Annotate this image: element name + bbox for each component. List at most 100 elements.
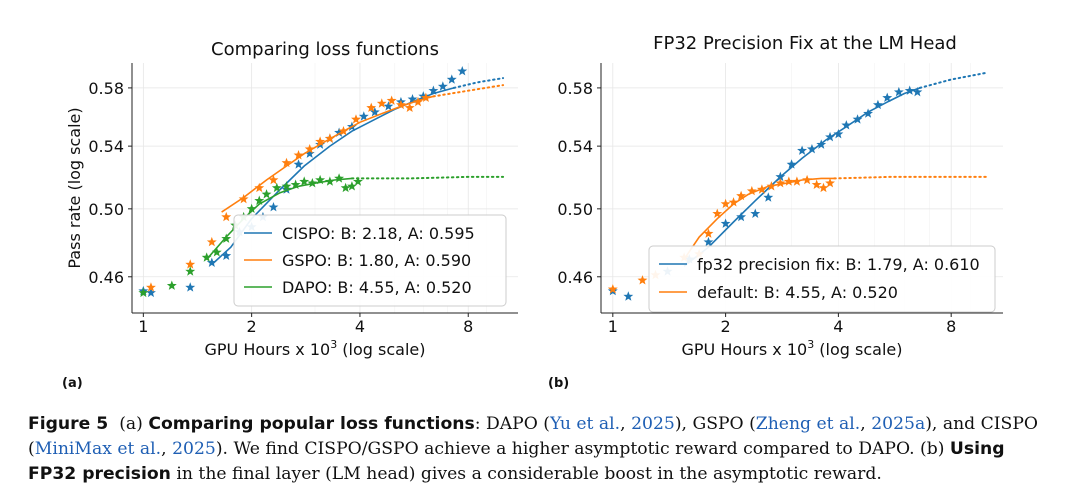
data-point-star bbox=[315, 136, 326, 146]
chart-title: FP32 Precision Fix at the LM Head bbox=[653, 33, 957, 54]
series-1 bbox=[146, 84, 505, 292]
citation-link[interactable]: Zheng et al. bbox=[755, 414, 861, 434]
data-point-star bbox=[420, 92, 431, 102]
legend-label: default: B: 4.55, A: 0.520 bbox=[697, 283, 898, 302]
series-extrapolation-line bbox=[452, 77, 505, 89]
data-point-star bbox=[340, 182, 351, 193]
legend-box bbox=[233, 214, 507, 307]
citation-link[interactable]: 2025 bbox=[172, 439, 216, 459]
y-axis-label: Pass rate (log scale) bbox=[65, 107, 84, 268]
data-point-star bbox=[146, 287, 156, 298]
data-point-star bbox=[607, 284, 618, 294]
x-tick-label: 8 bbox=[463, 317, 473, 336]
y-tick-label: 0.50 bbox=[557, 200, 593, 219]
data-point-star bbox=[299, 176, 310, 186]
caption-text: in the final layer (LM head) gives a con… bbox=[170, 464, 882, 484]
x-tick-label: 8 bbox=[946, 317, 956, 336]
data-point-star bbox=[324, 176, 335, 186]
data-point-star bbox=[211, 247, 222, 257]
legend-label: CISPO: B: 2.18, A: 0.595 bbox=[282, 224, 475, 243]
data-point-star bbox=[338, 125, 349, 136]
panel-a-tag: (a) bbox=[62, 376, 83, 391]
data-point-star bbox=[791, 176, 802, 186]
data-point-star bbox=[775, 171, 786, 182]
chart-panel-a: 1 2 4 8 0.46 0.50 0.54 0.58 Comparing loss funct… bbox=[65, 39, 518, 359]
data-point-star bbox=[254, 182, 265, 193]
chart-panel-b: 1 2 4 8 0.46 0.50 0.54 0.58 FP32 Precision Fix a… bbox=[557, 33, 1003, 359]
data-point-star bbox=[407, 94, 418, 104]
data-point-star bbox=[254, 195, 265, 205]
data-point-star bbox=[304, 143, 315, 154]
data-point-star bbox=[756, 184, 767, 194]
y-tick-label: 0.58 bbox=[88, 79, 124, 98]
data-point-star bbox=[206, 236, 217, 247]
data-point-star bbox=[268, 202, 279, 212]
legend-label: fp32 precision fix: B: 1.79, A: 0.610 bbox=[697, 255, 980, 274]
data-point-star bbox=[811, 179, 822, 189]
legend-box bbox=[648, 245, 996, 313]
y-tick-label: 0.58 bbox=[557, 79, 593, 98]
data-point-star bbox=[271, 182, 282, 193]
series-fit-line bbox=[221, 95, 434, 213]
data-point-star bbox=[736, 211, 747, 222]
data-point-star bbox=[904, 85, 915, 95]
x-tick-label: 2 bbox=[721, 317, 731, 336]
series-extrapolation-line bbox=[350, 175, 505, 180]
x-tick-label: 1 bbox=[608, 317, 618, 336]
data-point-star bbox=[185, 259, 196, 269]
data-point-star bbox=[457, 66, 468, 76]
data-point-star bbox=[238, 193, 249, 204]
data-point-star bbox=[358, 111, 369, 121]
data-point-star bbox=[334, 173, 345, 183]
caption-text: ). We find CISPO/GSPO achieve a higher a… bbox=[215, 439, 950, 459]
data-point-star bbox=[376, 98, 387, 108]
data-point-star bbox=[185, 266, 196, 276]
data-point-star bbox=[293, 159, 304, 169]
data-point-star bbox=[802, 174, 813, 185]
data-point-star bbox=[324, 133, 335, 143]
data-point-star bbox=[783, 176, 794, 186]
data-point-star bbox=[428, 85, 439, 95]
data-point-star bbox=[185, 282, 196, 292]
data-point-star bbox=[369, 106, 380, 117]
citation-link[interactable]: 2025 bbox=[631, 414, 675, 434]
data-point-star bbox=[281, 181, 292, 191]
data-point-star bbox=[637, 275, 648, 285]
citation-link[interactable]: 2025a bbox=[871, 414, 926, 434]
data-point-star bbox=[386, 95, 397, 105]
caption-text: , bbox=[860, 414, 872, 434]
data-point-star bbox=[315, 174, 326, 185]
data-point-star bbox=[818, 182, 829, 193]
figure-caption: Figure 5 (a) Comparing popular loss func… bbox=[28, 412, 1056, 487]
data-point-star bbox=[146, 282, 156, 292]
data-point-star bbox=[346, 181, 357, 191]
caption-a-marker: (a) bbox=[119, 414, 143, 434]
figure-label: Figure 5 bbox=[28, 414, 109, 434]
series-extrapolation-line bbox=[432, 84, 505, 98]
series-extrapolation-line bbox=[918, 71, 989, 89]
citation-link[interactable]: Yu et al. bbox=[550, 414, 621, 434]
data-point-star bbox=[786, 159, 797, 169]
series-extrapolation-line bbox=[833, 175, 989, 180]
data-point-star bbox=[912, 86, 923, 97]
data-point-star bbox=[863, 108, 873, 118]
data-point-star bbox=[383, 101, 394, 111]
data-point-star bbox=[750, 208, 761, 218]
data-point-star bbox=[366, 102, 377, 113]
data-point-star bbox=[825, 177, 835, 188]
figure-charts: 1 2 4 8 0.46 0.50 0.54 0.58 Comparing loss funct… bbox=[65, 33, 1003, 359]
data-point-star bbox=[825, 131, 835, 142]
data-point-star bbox=[268, 174, 279, 185]
series-fit-line bbox=[683, 177, 835, 260]
data-point-star bbox=[221, 211, 232, 222]
citation-link[interactable]: MiniMax et al. bbox=[34, 439, 162, 459]
data-point-star bbox=[841, 120, 852, 130]
data-point-star bbox=[797, 145, 808, 155]
y-tick-label: 0.54 bbox=[557, 137, 593, 156]
data-point-star bbox=[307, 177, 318, 188]
caption-a-heading: Comparing popular loss functions bbox=[148, 414, 475, 434]
data-point-star bbox=[206, 257, 217, 267]
caption-text: , bbox=[161, 439, 173, 459]
caption-b-heading: FP32 precision bbox=[28, 464, 171, 484]
data-point-star bbox=[351, 114, 361, 124]
